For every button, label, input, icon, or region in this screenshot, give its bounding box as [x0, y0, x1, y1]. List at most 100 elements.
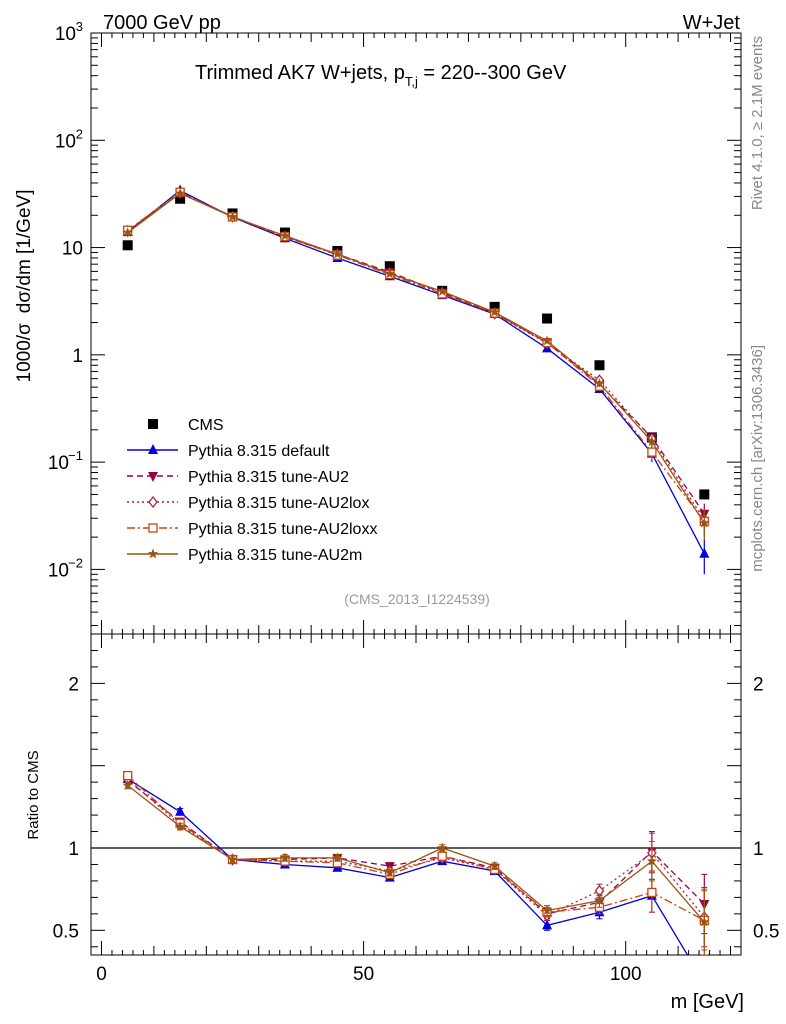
point-cms [384, 261, 395, 272]
ratio-series-au2m [122, 779, 710, 955]
y-tick-base: 10 [55, 24, 76, 45]
y-tick-base: 10 [48, 453, 69, 474]
point-au2m [122, 227, 133, 237]
y-tick-label: 103 [55, 19, 83, 45]
point-au2m [594, 378, 605, 388]
legend-label-cms: CMS [188, 417, 224, 434]
ratio-frame [90, 633, 742, 956]
legend-label-default: Pythia 8.315 default [188, 443, 330, 460]
main-ylabel-b: dσ/dm [1/GeV] [14, 190, 35, 314]
x-tick-label: 50 [353, 964, 374, 985]
ratio-point-au2m [174, 821, 186, 831]
y-tick-base: 10 [48, 560, 69, 581]
title-main: Trimmed AK7 W+jets, p [195, 62, 405, 84]
point-cms [122, 240, 133, 251]
ratio-point-default [699, 977, 709, 987]
y-tick-label: 102 [55, 126, 83, 152]
series-line-au2 [127, 191, 705, 515]
x-tick-label: 0 [96, 964, 107, 985]
legend-item-au2: Pythia 8.315 tune-AU2 [127, 469, 349, 486]
point-cms [542, 313, 553, 324]
y-tick-exp: −2 [68, 555, 83, 570]
ratio-panel: 0 50 100 0.5 0.5 1 1 2 2 [53, 633, 779, 987]
ratio-series-group [122, 770, 710, 987]
ratio-point-au2m [122, 779, 133, 790]
ratio-point-au2loxx [123, 770, 133, 781]
point-au2m [699, 517, 710, 528]
legend-marker-default [148, 444, 158, 454]
rivet-label: Rivet 4.1.0, ≥ 2.1M events [749, 36, 766, 210]
legend: CMS Pythia 8.315 default Pythia 8.315 tune… [127, 417, 377, 564]
ratio-point-au2m [594, 895, 605, 906]
legend-marker-au2loxx [148, 523, 158, 533]
mcplots-label: mcplots.cern.ch [arXiv:1306.3436] [749, 345, 766, 572]
ratio-point-default [542, 919, 553, 930]
legend-marker-au2 [148, 472, 158, 482]
title-sub: T,j [405, 74, 418, 89]
legend-marker-cms [148, 419, 158, 429]
x-tick-label: 100 [610, 964, 642, 985]
point-au2m [541, 335, 553, 346]
ratio-y-tick-label: 0.5 [753, 921, 779, 942]
ratio-y-tick-label: 1 [68, 839, 79, 860]
y-tick-exp: 3 [76, 19, 83, 34]
legend-item-au2loxx: Pythia 8.315 tune-AU2loxx [127, 521, 377, 538]
ratio-point-au2m [332, 852, 343, 863]
y-tick-base: 10 [55, 131, 76, 152]
point-default [699, 547, 710, 558]
ratio-y-tick-label: 2 [753, 674, 764, 695]
ratio-point-au2m [699, 916, 710, 927]
main-ylabel: 1000/σ dσ/dm [1/GeV] [14, 190, 35, 383]
y-tick-label: 1 [72, 346, 83, 367]
legend-item-au2lox: Pythia 8.315 tune-AU2lox [127, 495, 369, 512]
ratio-series-au2 [122, 776, 710, 935]
ratio-point-au2loxx [437, 851, 447, 861]
point-au2m [174, 187, 186, 198]
title-tail: = 220--300 GeV [418, 62, 567, 84]
ratio-ylabel: Ratio to CMS [25, 750, 42, 839]
x-axis-label: m [GeV] [671, 991, 744, 1013]
point-au2m [489, 306, 500, 317]
header-left: 7000 GeV pp [103, 12, 221, 34]
ratio-point-au2m [437, 842, 448, 853]
main-frame [90, 32, 742, 635]
ratio-point-au2m [646, 855, 658, 866]
header-right: W+Jet [683, 12, 741, 34]
legend-label-au2loxx: Pythia 8.315 tune-AU2loxx [188, 521, 377, 538]
ratio-point-au2m [384, 867, 395, 878]
point-au2m [279, 230, 291, 241]
legend-label-au2lox: Pythia 8.315 tune-AU2lox [188, 495, 369, 512]
legend-item-default: Pythia 8.315 default [127, 443, 330, 460]
point-au2m [227, 211, 238, 222]
series-line-au2m [127, 192, 705, 524]
y-tick-exp: 2 [76, 126, 83, 141]
legend-marker-au2m [147, 548, 159, 559]
legend-marker-au2lox [148, 495, 158, 509]
main-ylabel-a: 1000/σ [14, 323, 35, 383]
main-title: Trimmed AK7 W+jets, pT,j = 220--300 GeV [195, 62, 567, 89]
point-au2loxx [647, 447, 657, 457]
ratio-line-au2m [127, 784, 705, 923]
series-default [122, 184, 710, 575]
point-au2m [437, 285, 448, 296]
ratio-point-au2m [227, 854, 238, 864]
ratio-point-au2m [279, 852, 291, 863]
series-au2m [122, 187, 710, 540]
ratio-point-au2m [489, 860, 500, 871]
ratio-y-tick-label: 2 [68, 674, 79, 695]
point-au2m [646, 436, 658, 447]
ratio-point-default [175, 805, 186, 816]
legend-label-au2m: Pythia 8.315 tune-AU2m [188, 547, 362, 564]
ratio-point-au2loxx [647, 887, 657, 898]
y-tick-label: 10−1 [48, 448, 83, 474]
point-cms [594, 360, 605, 371]
y-tick-exp: −1 [68, 448, 83, 463]
ratio-point-au2m [541, 905, 553, 915]
point-au2m [384, 268, 395, 279]
ratio-y-tick-label: 0.5 [53, 921, 79, 942]
y-tick-label: 10 [62, 239, 83, 260]
y-tick-label: 10−2 [48, 555, 83, 581]
point-au2m [332, 248, 343, 259]
